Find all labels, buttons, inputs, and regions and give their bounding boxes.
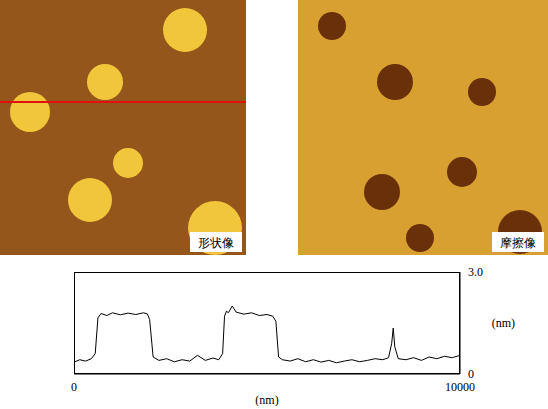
svg-text:0: 0 [71,380,77,394]
svg-text:摩擦像: 摩擦像 [500,236,536,250]
svg-text:(nm): (nm) [255,393,278,406]
svg-text:3.0: 3.0 [468,265,483,279]
svg-text:10000: 10000 [445,380,475,394]
svg-text:形状像: 形状像 [198,236,234,250]
svg-text:0: 0 [468,367,474,381]
svg-text:(nm): (nm) [492,316,515,330]
